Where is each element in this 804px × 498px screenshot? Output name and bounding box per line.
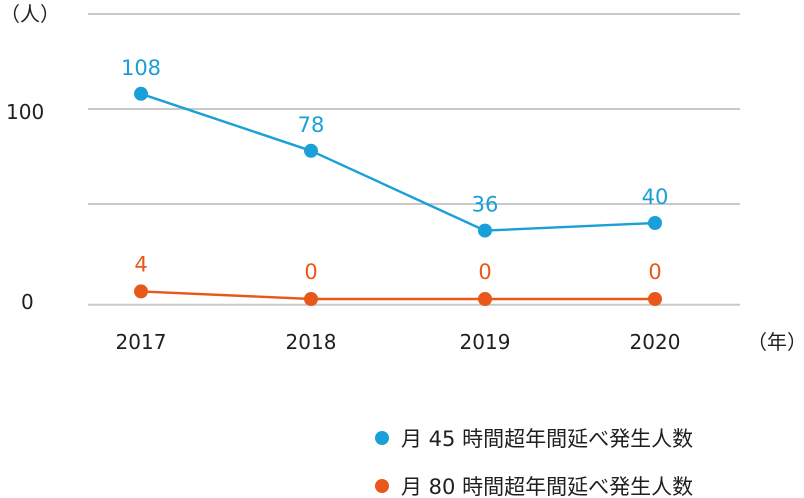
y-unit-label: （人） <box>0 2 60 26</box>
series-80-hours-point-2018 <box>304 292 318 306</box>
axis-labels: （人） （年） <box>0 2 804 354</box>
series-80-hours-point-2017 <box>134 284 148 299</box>
y-tick-label-100: 100 <box>6 100 44 124</box>
legend-label-80-hours: 月 80 時間超年間延べ発生人数 <box>401 475 693 498</box>
x-tick-label-2020: 2020 <box>630 330 681 354</box>
legend-label-45-hours: 月 45 時間超年間延べ発生人数 <box>401 427 693 451</box>
x-tick-label-2017: 2017 <box>116 330 167 354</box>
legend: 月 45 時間超年間延べ発生人数 月 80 時間超年間延べ発生人数 <box>375 427 693 498</box>
x-tick-label-2018: 2018 <box>286 330 337 354</box>
legend-marker-80-hours <box>375 479 389 493</box>
series-80-hours-label-2017: 4 <box>134 252 147 276</box>
series-45-hours-label-2019: 36 <box>472 193 499 217</box>
series-80-hours-label-2020: 0 <box>648 260 661 284</box>
legend-marker-45-hours <box>375 431 389 445</box>
y-tick-label-0: 0 <box>21 290 34 314</box>
series-line-80-hours <box>139 290 657 301</box>
series-45-hours-point-2019 <box>478 223 492 238</box>
y-tick-labels: 100 0 <box>6 100 44 314</box>
series-80-hours-point-2019 <box>478 292 492 306</box>
x-tick-labels: 2017 2018 2019 2020 <box>116 330 681 354</box>
series-45-hours-point-2017 <box>134 86 148 101</box>
series-80-hours-label-2018: 0 <box>304 260 317 284</box>
series-line-45-hours <box>139 92 657 232</box>
series-45-hours-label-2017: 108 <box>121 56 161 80</box>
series-45-hours-point-2018 <box>304 143 318 158</box>
series-45-hours-label-2020: 40 <box>642 185 669 209</box>
series-layer <box>134 86 662 306</box>
series-45-hours-point-2020 <box>648 216 662 230</box>
x-tick-label-2019: 2019 <box>460 330 511 354</box>
series-80-hours-label-2019: 0 <box>478 260 491 284</box>
x-unit-label: （年） <box>747 330 804 354</box>
grid-layer <box>88 13 740 306</box>
series-80-hours-point-2020 <box>648 292 662 306</box>
series-45-hours-label-2018: 78 <box>298 113 325 137</box>
